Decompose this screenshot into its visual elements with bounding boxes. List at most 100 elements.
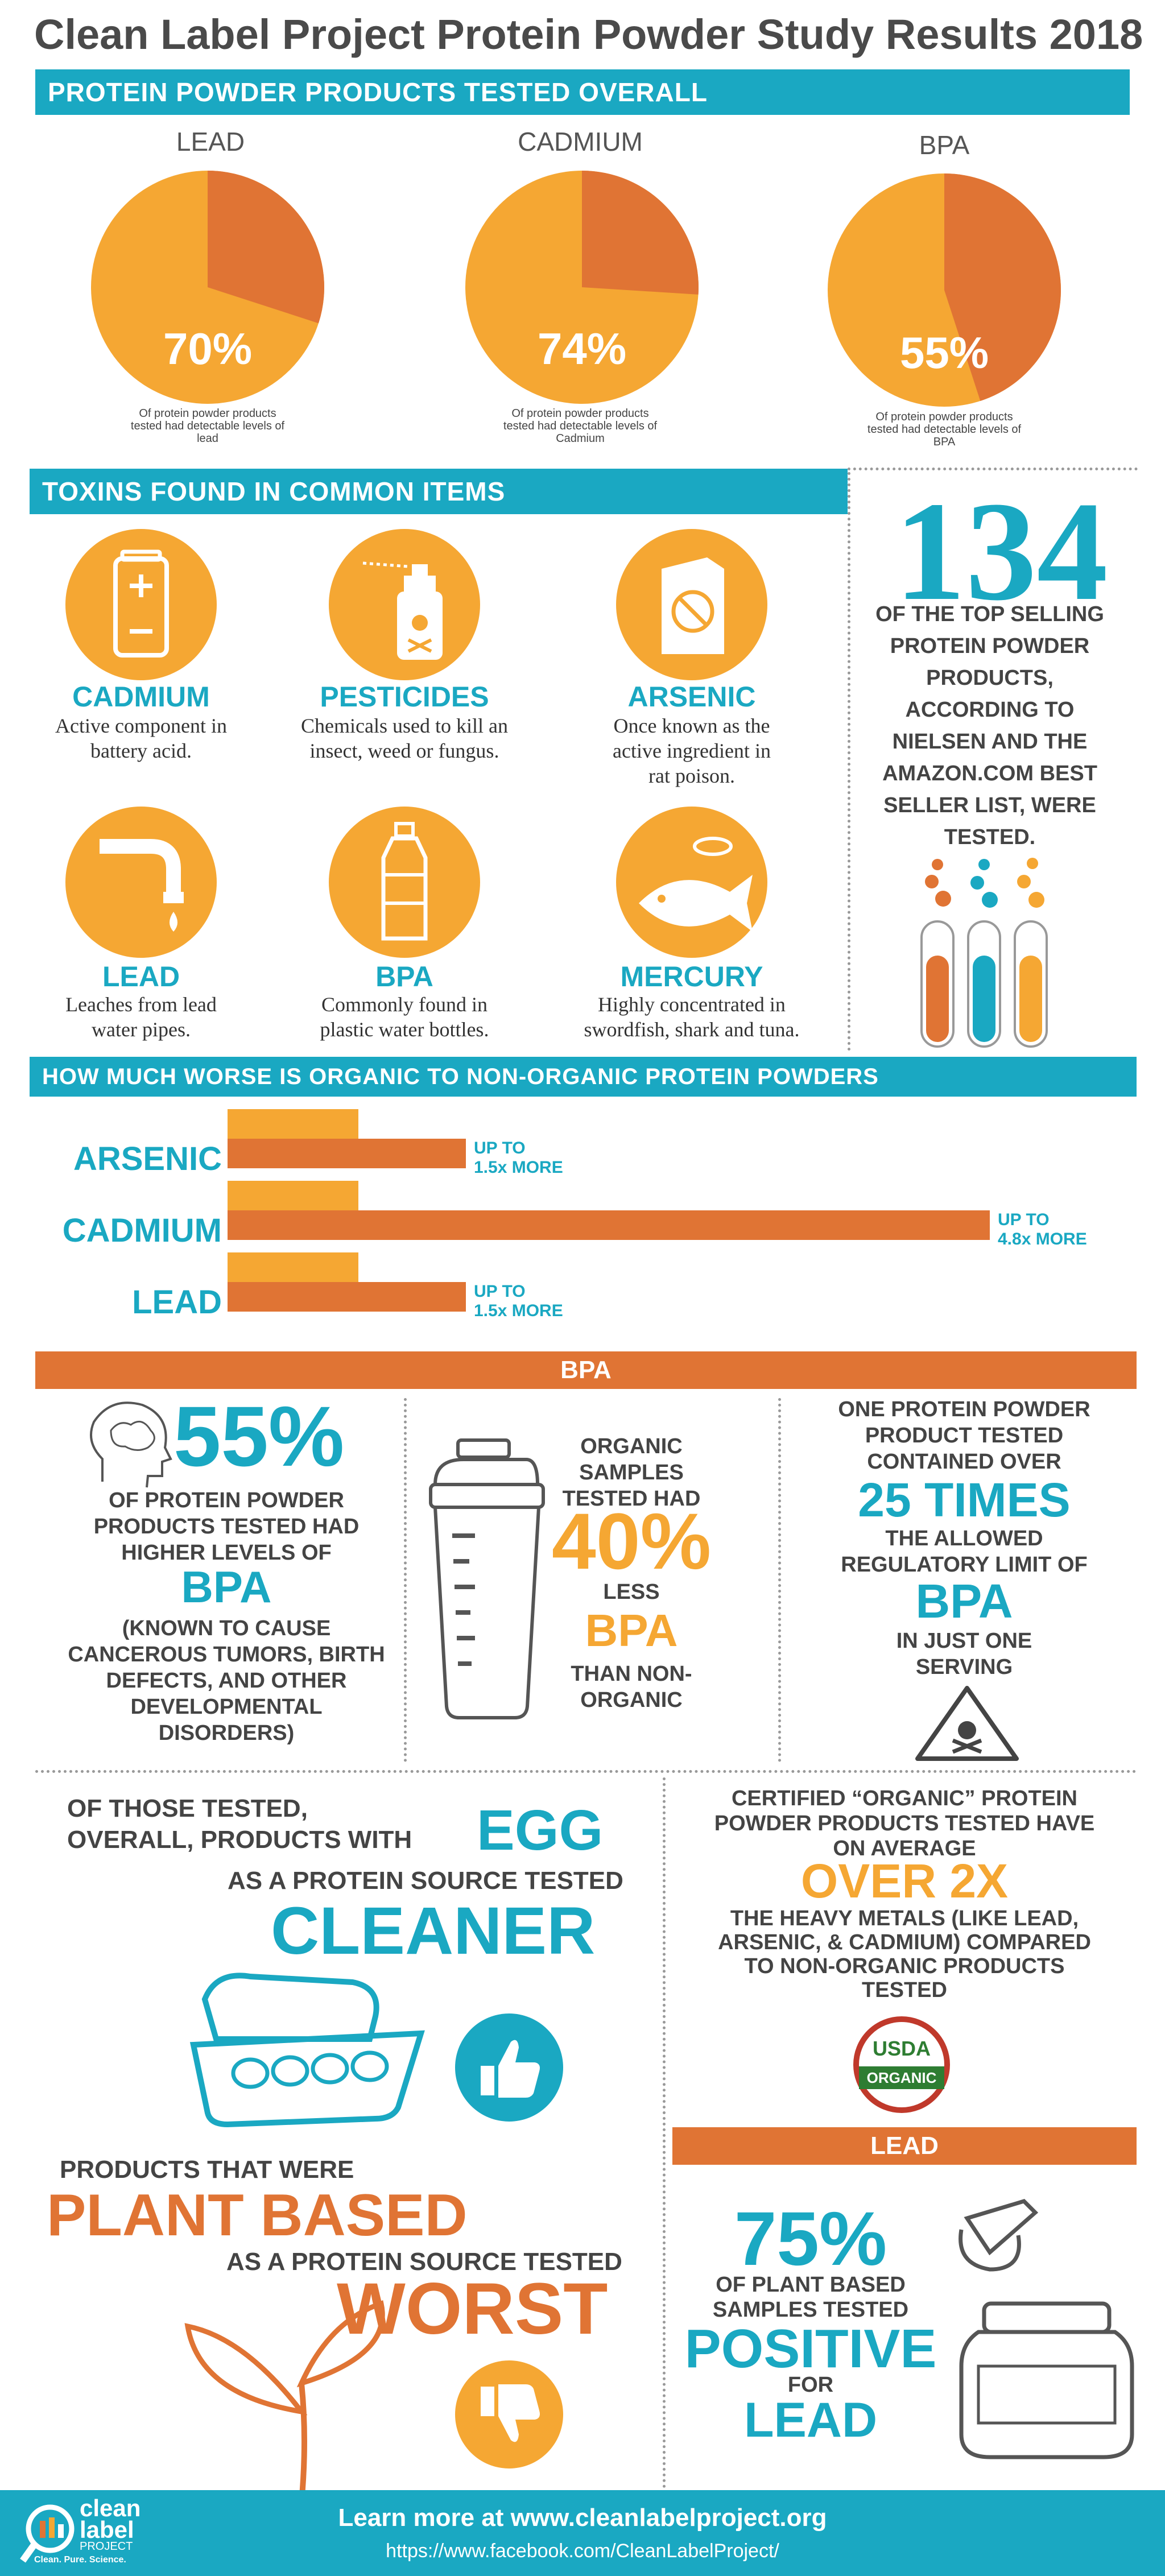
- egg-word: EGG: [477, 1798, 604, 1862]
- bpa-right-word: BPA: [915, 1574, 1013, 1628]
- logo-tagline: Clean. Pure. Science.: [34, 2555, 126, 2565]
- toxin-desc-mercury: Highly concentrated in swordfish, shark …: [584, 993, 800, 1041]
- plant-line1: PRODUCTS THAT WERE: [60, 2156, 354, 2184]
- bpa-left-word: BPA: [181, 1562, 272, 1612]
- bar-non-organic-cadmium: [228, 1181, 358, 1210]
- sprout-icon: [184, 2300, 385, 2503]
- bpa-middle-word: BPA: [585, 1605, 678, 1656]
- bar-note-line1: UP TO: [474, 1139, 526, 1157]
- usda-seal-top: USDA: [872, 2037, 931, 2060]
- lead-for: FOR: [787, 2373, 834, 2397]
- toxin-circle-arsenic: [616, 529, 767, 680]
- pie-label-lead: LEAD: [176, 127, 245, 156]
- page-title: Clean Label Project Protein Powder Study…: [34, 11, 1143, 58]
- thumbs-down-icon: [455, 2360, 563, 2469]
- pie-chart-cadmium: [465, 171, 699, 404]
- bar-organic-lead: [228, 1282, 466, 1312]
- toxin-circle-mercury: [616, 807, 767, 958]
- section-header-toxins: TOXINS FOUND IN COMMON ITEMS: [30, 469, 848, 514]
- bar-note-arsenic: UP TO 1.5x MORE: [474, 1139, 563, 1177]
- bar-organic-cadmium: [228, 1210, 990, 1240]
- certified-note: THE HEAVY METALS (LIKE LEAD, ARSENIC, & …: [718, 1907, 1091, 2002]
- logo-magnifier-icon: [20, 2504, 75, 2563]
- usda-seal-bottom: ORGANIC: [859, 2066, 944, 2089]
- lead-word: LEAD: [743, 2393, 878, 2447]
- divider: [404, 1398, 407, 1762]
- bpa-left-percent: 55%: [173, 1388, 345, 1484]
- toxin-name-arsenic: ARSENIC: [627, 681, 756, 713]
- egg-line2: OVERALL, PRODUCTS WITH: [67, 1826, 412, 1854]
- pie-percent-bpa: 55%: [899, 328, 989, 378]
- toxin-name-cadmium: CADMIUM: [72, 681, 210, 713]
- toxin-name-pesticides: PESTICIDES: [320, 681, 489, 713]
- certified-big: OVER 2X: [800, 1854, 1009, 1908]
- bar-label-cadmium: CADMIUM: [62, 1212, 222, 1249]
- bar-label-lead: LEAD: [132, 1284, 222, 1321]
- bar-note-line1: UP TO: [474, 1282, 526, 1301]
- divider: [848, 468, 1138, 470]
- toxin-desc-arsenic: Once known as the active ingredient in r…: [613, 714, 771, 787]
- test-tubes-icon: [920, 858, 1048, 1048]
- footer-learn-link[interactable]: Learn more at www.cleanlabelproject.org: [338, 2504, 827, 2532]
- egg-carton-icon: [189, 1973, 425, 2128]
- brain-head-icon: [90, 1401, 172, 1488]
- section-header-lead: LEAD: [672, 2127, 1137, 2165]
- bar-note-line1: UP TO: [998, 1210, 1050, 1229]
- toxin-name-bpa: BPA: [375, 961, 433, 993]
- organic-bar-chart: UP TO 1.5x MORE UP TO 4.8x MORE UP TO 1.5x MO…: [228, 1109, 1138, 1337]
- bar-label-arsenic: ARSENIC: [73, 1140, 222, 1177]
- section-header-bpa: BPA: [35, 1351, 1137, 1389]
- toxin-desc-pesticides: Chemicals used to kill an insect, weed o…: [301, 714, 508, 762]
- footer-facebook-link[interactable]: https://www.facebook.com/CleanLabelProje…: [386, 2540, 779, 2562]
- pie-label-cadmium: CADMIUM: [518, 127, 643, 156]
- toxin-circle-cadmium: [65, 529, 217, 680]
- bpa-middle-text: ORGANIC SAMPLES TESTED HAD: [562, 1434, 701, 1511]
- bpa-middle-less: LESS: [603, 1580, 660, 1604]
- pie-percent-cadmium: 74%: [537, 324, 627, 374]
- divider: [848, 472, 850, 1051]
- pie-chart-lead: [91, 171, 324, 404]
- bpa-left-note: (KNOWN TO CAUSE CANCEROUS TUMORS, BIRTH …: [68, 1616, 385, 1745]
- toxin-name-mercury: MERCURY: [620, 961, 763, 993]
- footer: clean label PROJECT Clean. Pure. Science…: [0, 2490, 1165, 2576]
- spray-can-icon: [362, 561, 443, 660]
- bar-note-line2: 1.5x MORE: [474, 1301, 563, 1320]
- egg-line1: OF THOSE TESTED,: [67, 1794, 308, 1822]
- bpa-right-big: 25 TIMES: [858, 1473, 1071, 1527]
- pie-caption-cadmium: Of protein powder products tested had de…: [503, 407, 658, 445]
- thumbs-up-icon: [455, 2013, 563, 2122]
- certified-text: CERTIFIED “ORGANIC” PROTEIN POWDER PRODU…: [714, 1787, 1095, 1860]
- egg-big-word: CLEANER: [271, 1893, 596, 1969]
- plant-line2: AS A PROTEIN SOURCE TESTED: [226, 2248, 622, 2276]
- plant-big-word: PLANT BASED: [47, 2182, 468, 2248]
- pie-caption-lead: Of protein powder products tested had de…: [130, 407, 285, 445]
- section-header-organic-compare: HOW MUCH WORSE IS ORGANIC TO NON-ORGANIC…: [30, 1057, 1137, 1097]
- toxin-desc-lead: Leaches from lead water pipes.: [65, 993, 217, 1041]
- pie-slice-remainder-bpa: [944, 173, 1061, 401]
- divider: [35, 1770, 1137, 1773]
- pie-percent-lead: 70%: [163, 324, 253, 374]
- bpa-right-limit: THE ALLOWED REGULATORY LIMIT OF: [841, 1527, 1088, 1577]
- divider: [663, 1777, 666, 2488]
- logo-line-label: label: [80, 2516, 134, 2543]
- lead-big: POSITIVE: [684, 2318, 937, 2379]
- bar-organic-arsenic: [228, 1139, 466, 1168]
- pie-caption-bpa: Of protein powder products tested had de…: [867, 411, 1022, 448]
- tested-count-number: 134: [894, 473, 1108, 630]
- protein-tub-icon: [959, 2199, 1134, 2459]
- water-pipe-icon: [100, 839, 184, 932]
- bpa-right-note: IN JUST ONE SERVING: [896, 1629, 1032, 1679]
- fish-can-icon: [639, 837, 753, 932]
- bar-note-line2: 4.8x MORE: [998, 1230, 1087, 1248]
- logo-line-project: PROJECT: [80, 2540, 133, 2553]
- water-bottle-icon: [381, 822, 428, 941]
- toxin-name-lead: LEAD: [102, 961, 180, 993]
- bar-note-line2: 1.5x MORE: [474, 1158, 563, 1177]
- tested-count-text: OF THE TOP SELLING PROTEIN POWDER PRODUC…: [875, 602, 1104, 849]
- bpa-left-text: OF PROTEIN POWDER PRODUCTS TESTED HAD HI…: [93, 1488, 360, 1565]
- egg-line3: AS A PROTEIN SOURCE TESTED: [228, 1867, 623, 1895]
- battery-icon: [113, 549, 169, 658]
- rat-poison-box-icon: [662, 557, 724, 654]
- pie-chart-bpa: [828, 173, 1061, 407]
